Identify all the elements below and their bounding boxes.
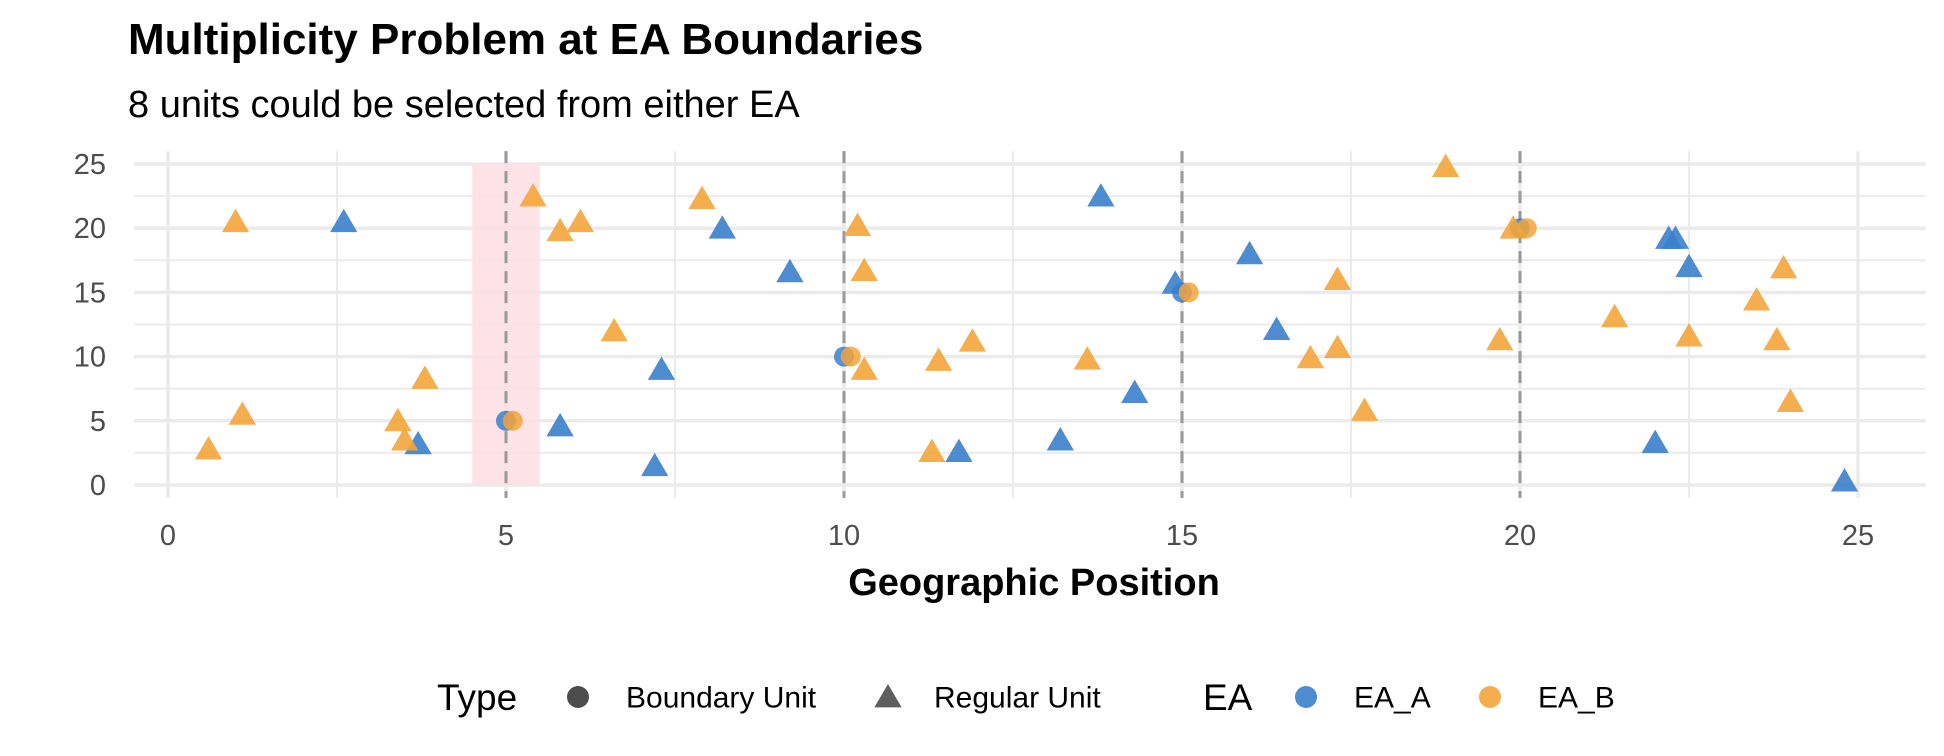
legend: Type Boundary Unit Regular Unit EA EA_A EA_B (437, 677, 1615, 718)
x-axis-label: Geographic Position (848, 562, 1220, 604)
point-ea-b-regular (390, 427, 419, 451)
x-tick-label: 20 (1504, 520, 1536, 552)
x-tick-label: 15 (1166, 520, 1198, 552)
point-ea-b-boundary (502, 410, 523, 431)
point-ea-b-regular (918, 438, 946, 463)
point-ea-b-regular (1742, 287, 1771, 311)
point-ea-b-regular (850, 257, 878, 281)
point-ea-b-regular (1323, 266, 1352, 290)
point-ea-b-regular (958, 328, 987, 352)
point-ea-a-regular (1641, 429, 1669, 454)
point-ea-b-regular (924, 347, 953, 371)
point-ea-a-regular (1262, 316, 1291, 341)
point-ea-a-regular (945, 438, 973, 463)
point-ea-a-regular (1235, 240, 1264, 265)
legend-title-ea: EA (1203, 677, 1253, 718)
point-ea-b-boundary (1516, 218, 1537, 239)
legend-key-boundary (567, 686, 589, 708)
legend-label-boundary: Boundary Unit (626, 682, 817, 715)
y-tick-label: 5 (90, 406, 106, 438)
x-tick-label: 25 (1842, 520, 1874, 552)
point-ea-b-regular (1675, 323, 1703, 347)
legend-key-regular (874, 684, 902, 708)
point-ea-b-regular (1350, 397, 1379, 421)
point-ea-b-regular (1600, 303, 1629, 328)
x-tick-label: 0 (160, 520, 176, 552)
point-ea-b-regular (1769, 255, 1798, 279)
point-ea-a-regular (776, 258, 804, 283)
point-ea-b-boundary (1178, 282, 1199, 303)
point-ea-b-regular (411, 365, 439, 389)
point-ea-a-regular (1121, 379, 1149, 403)
point-ea-b-regular (600, 317, 628, 342)
point-ea-b-regular (1073, 346, 1102, 370)
point-ea-b-regular (1763, 326, 1791, 351)
point-ea-b-regular (1776, 388, 1805, 412)
legend-title-type: Type (437, 677, 517, 718)
point-ea-a-regular (647, 356, 676, 380)
x-tick-label: 10 (828, 520, 860, 552)
chart-subtitle: 8 units could be selected from either EA (128, 84, 800, 126)
point-ea-b-regular (546, 217, 574, 242)
point-ea-a-regular (1675, 253, 1703, 278)
y-tick-label: 15 (74, 277, 106, 309)
y-tick-label: 20 (74, 213, 106, 245)
point-ea-a-regular (1661, 225, 1690, 249)
point-ea-b-regular (688, 185, 716, 210)
legend-key-ea-b (1479, 686, 1501, 708)
legend-label-regular: Regular Unit (934, 682, 1101, 715)
point-ea-b-regular (1431, 153, 1460, 177)
point-ea-b-regular (228, 401, 257, 425)
point-ea-a-regular (1046, 427, 1074, 451)
chart-title: Multiplicity Problem at EA Boundaries (128, 15, 923, 64)
point-ea-b-regular (1296, 344, 1325, 369)
point-ea-b-boundary (840, 346, 861, 367)
point-ea-a-regular (708, 215, 736, 239)
x-tick-label: 5 (498, 520, 514, 552)
point-ea-b-regular (850, 356, 878, 380)
point-ea-b-regular (384, 407, 412, 432)
point-ea-b-regular (566, 208, 595, 233)
y-tick-label: 25 (74, 149, 106, 181)
y-tick-label: 10 (74, 342, 106, 374)
point-ea-b-regular (1486, 326, 1514, 351)
point-ea-a-regular (330, 208, 358, 233)
point-ea-b-regular (1323, 334, 1352, 359)
point-ea-b-regular (221, 208, 250, 233)
point-ea-b-regular (194, 436, 223, 460)
point-ea-a-regular (546, 412, 574, 437)
y-tick-label: 0 (90, 470, 106, 502)
point-ea-a-regular (1087, 183, 1115, 207)
point-ea-a-regular (641, 452, 669, 477)
plot-area: 0 5 10 15 20 25 0 5 10 15 20 25 (74, 149, 1926, 552)
legend-label-ea-a: EA_A (1354, 682, 1431, 715)
point-ea-a-regular (1830, 468, 1859, 492)
legend-key-ea-a (1295, 686, 1317, 708)
point-ea-b-regular (843, 212, 872, 237)
legend-label-ea-b: EA_B (1538, 682, 1615, 715)
point-ea-b-regular (519, 183, 547, 207)
